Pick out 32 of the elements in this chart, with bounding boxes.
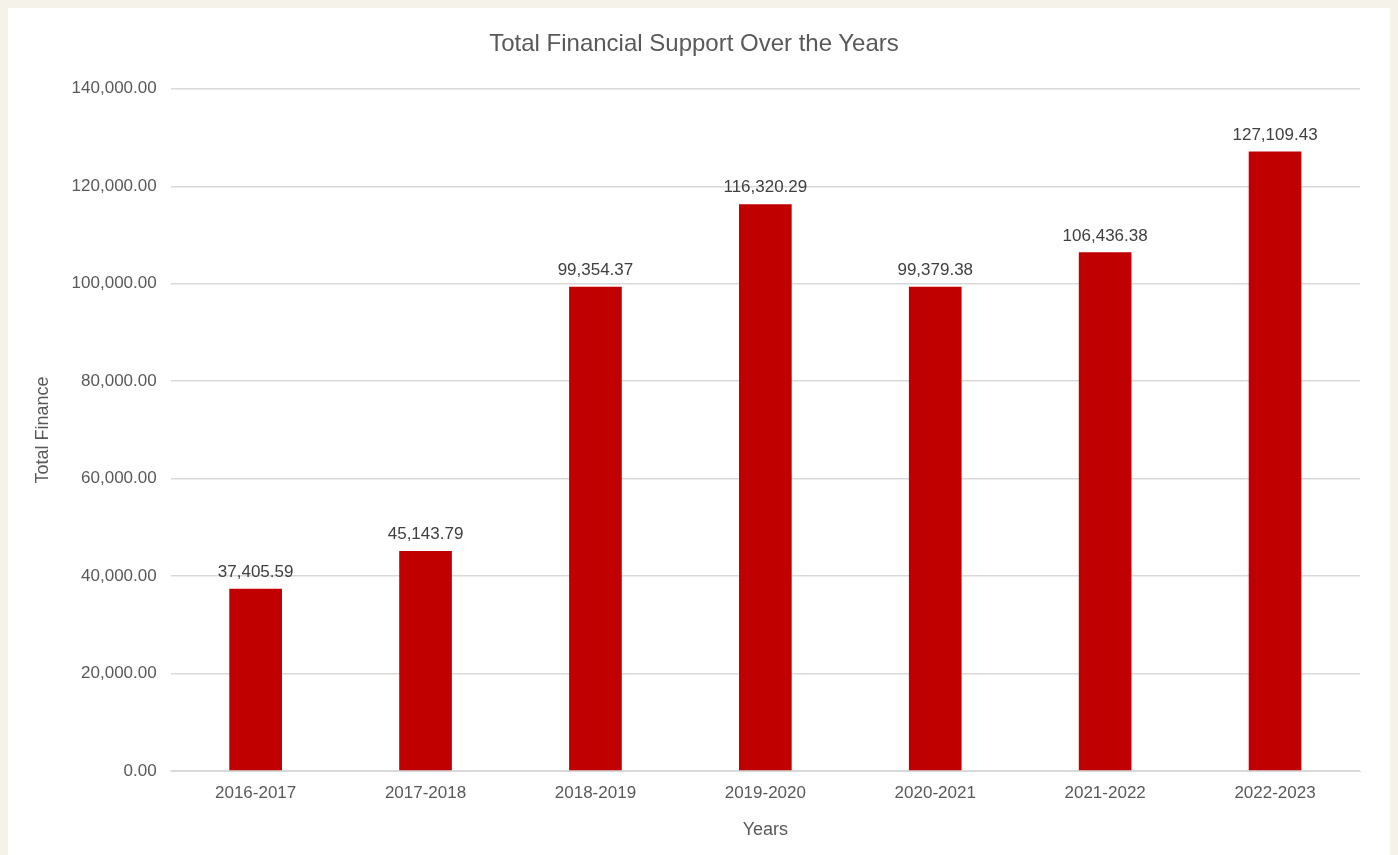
y-tick-label: 0.00 [123, 760, 157, 780]
x-tick-label: 2021-2022 [1064, 782, 1146, 802]
chart-title: Total Financial Support Over the Years [489, 29, 899, 57]
data-label: 99,354.37 [557, 260, 634, 280]
x-tick-label: 2018-2019 [554, 782, 637, 802]
y-tick-label: 140,000.00 [71, 78, 157, 98]
y-tick-label: 120,000.00 [71, 175, 157, 195]
bar [569, 286, 622, 771]
bar [739, 204, 792, 771]
data-label: 45,143.79 [387, 524, 464, 544]
data-label: 99,379.38 [897, 259, 974, 279]
bar [1248, 151, 1302, 771]
y-tick-label: 20,000.00 [81, 663, 157, 683]
y-tick-label: 100,000.00 [71, 273, 157, 293]
x-tick-label: 2017-2018 [384, 782, 467, 802]
x-tick-label: 2019-2020 [724, 782, 806, 802]
bar [1078, 252, 1132, 771]
x-tick-label: 2020-2021 [894, 782, 976, 802]
data-label: 116,320.29 [723, 177, 808, 197]
data-label: 37,405.59 [217, 561, 294, 581]
bar [908, 286, 962, 771]
y-axis-title: Total Finance [31, 376, 52, 484]
x-axis-title: Years [742, 819, 789, 840]
data-label: 106,436.38 [1062, 225, 1148, 245]
x-tick-label: 2022-2023 [1234, 782, 1316, 802]
data-label: 127,109.43 [1232, 124, 1318, 144]
bar [229, 588, 282, 771]
y-tick-label: 40,000.00 [81, 565, 157, 585]
y-tick-label: 80,000.00 [81, 370, 157, 390]
x-tick-label: 2016-2017 [214, 782, 297, 802]
y-tick-label: 60,000.00 [81, 468, 157, 488]
bar [399, 551, 452, 771]
